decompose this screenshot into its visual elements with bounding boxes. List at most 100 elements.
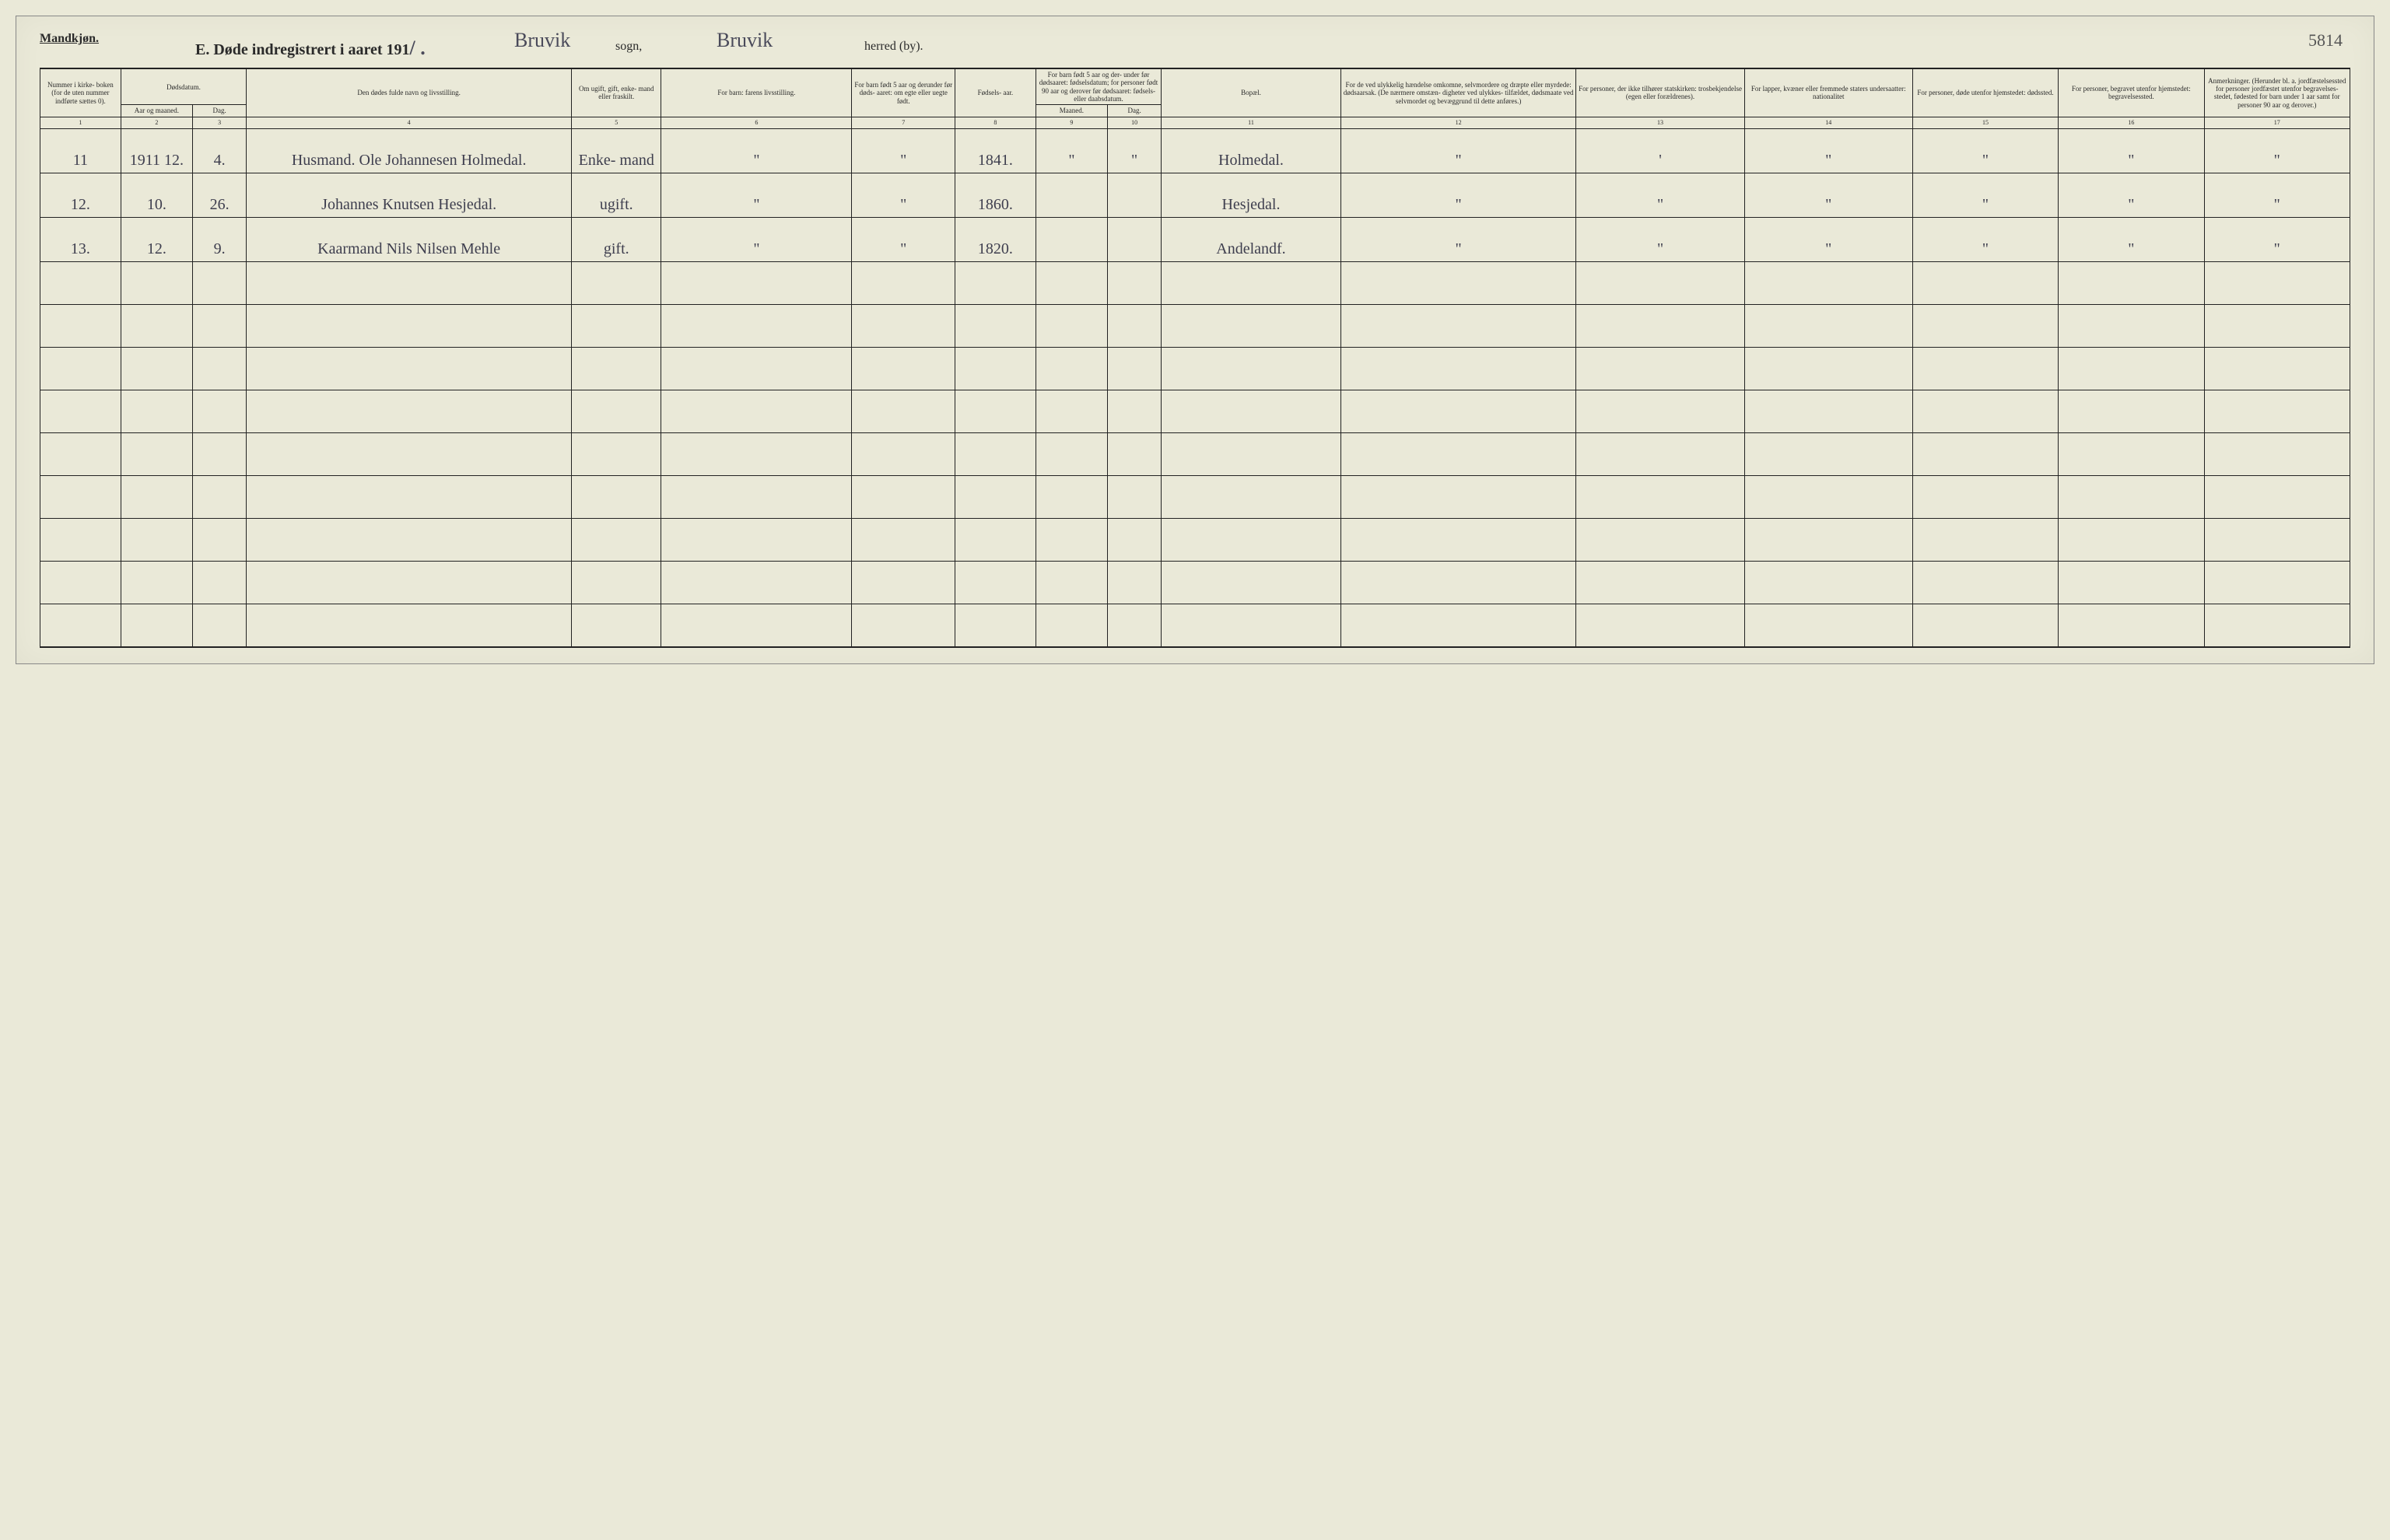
cell (852, 304, 955, 347)
cell: " (1744, 217, 1912, 261)
cell (1108, 432, 1162, 475)
cell (1576, 304, 1744, 347)
cell (1162, 561, 1341, 604)
cell (955, 475, 1036, 518)
cell: " (852, 128, 955, 173)
cell (1912, 304, 2058, 347)
cell (661, 347, 852, 390)
cell (121, 475, 192, 518)
table-row (40, 304, 2350, 347)
table-row (40, 390, 2350, 432)
cell (2059, 518, 2204, 561)
cell: 1841. (955, 128, 1036, 173)
cell (955, 561, 1036, 604)
cell (1912, 432, 2058, 475)
cell: " (661, 217, 852, 261)
cell (1340, 347, 1576, 390)
cell (661, 475, 852, 518)
cell (2204, 604, 2350, 647)
cell (121, 347, 192, 390)
cell (1340, 432, 1576, 475)
cell (1036, 518, 1107, 561)
cell (1108, 217, 1162, 261)
cell (40, 347, 121, 390)
cell (1108, 475, 1162, 518)
cell (572, 261, 661, 304)
hdr-col2b: Dag. (193, 105, 247, 117)
cell (121, 518, 192, 561)
hdr-col4: Den dødes fulde navn og livsstilling. (247, 68, 572, 117)
cell: " (852, 217, 955, 261)
cell (247, 518, 572, 561)
column-number: 11 (1162, 117, 1341, 128)
column-number: 7 (852, 117, 955, 128)
cell: 13. (40, 217, 121, 261)
cell (1744, 261, 1912, 304)
cell (2204, 390, 2350, 432)
cell (40, 261, 121, 304)
cell (1036, 390, 1107, 432)
cell: " (1036, 128, 1107, 173)
cell (1162, 390, 1341, 432)
cell (2059, 561, 2204, 604)
cell (1912, 390, 2058, 432)
cell: Johannes Knutsen Hesjedal. (247, 173, 572, 217)
cell (1036, 432, 1107, 475)
cell (1036, 304, 1107, 347)
cell (852, 475, 955, 518)
cell (2059, 304, 2204, 347)
cell: " (2204, 173, 2350, 217)
cell (955, 432, 1036, 475)
hdr-col2a: Aar og maaned. (121, 105, 192, 117)
cell (572, 390, 661, 432)
cell (247, 304, 572, 347)
hdr-col9-top: For barn født 5 aar og der- under før dø… (1036, 68, 1161, 105)
hdr-col12: For de ved ulykkelig hændelse omkomne, s… (1340, 68, 1576, 117)
cell (2059, 604, 2204, 647)
cell (572, 432, 661, 475)
cell (247, 432, 572, 475)
hdr-col8: Fødsels- aar. (955, 68, 1036, 117)
cell (572, 475, 661, 518)
cell: 1911 12. (121, 128, 192, 173)
cell (955, 604, 1036, 647)
cell: ' (1576, 128, 1744, 173)
cell (1108, 261, 1162, 304)
hdr-col17: Anmerkninger. (Herunder bl. a. jordfæste… (2204, 68, 2350, 117)
cell: " (2204, 217, 2350, 261)
table-row (40, 347, 2350, 390)
column-number-row: 1234567891011121314151617 (40, 117, 2350, 128)
cell (193, 604, 247, 647)
hdr-col14: For lapper, kvæner eller fremmede stater… (1744, 68, 1912, 117)
cell (193, 261, 247, 304)
column-number: 1 (40, 117, 121, 128)
page-header: Mandkjøn. E. Døde indregistrert i aaret … (40, 32, 2350, 63)
cell (1744, 304, 1912, 347)
cell (247, 261, 572, 304)
table-row (40, 604, 2350, 647)
cell (2059, 432, 2204, 475)
cell (572, 304, 661, 347)
cell (1744, 518, 1912, 561)
cell (121, 390, 192, 432)
cell (40, 604, 121, 647)
hdr-col15: For personer, døde utenfor hjemstedet: d… (1912, 68, 2058, 117)
cell: Husmand. Ole Johannesen Holmedal. (247, 128, 572, 173)
column-number: 17 (2204, 117, 2350, 128)
cell (193, 475, 247, 518)
cell (247, 475, 572, 518)
cell (661, 518, 852, 561)
cell (1340, 518, 1576, 561)
cell (121, 604, 192, 647)
table-row (40, 261, 2350, 304)
cell (955, 518, 1036, 561)
cell (121, 261, 192, 304)
cell (1108, 604, 1162, 647)
cell (193, 561, 247, 604)
cell: " (2059, 173, 2204, 217)
cell (661, 261, 852, 304)
cell (661, 432, 852, 475)
cell: " (2204, 128, 2350, 173)
cell (2204, 347, 2350, 390)
cell (2204, 561, 2350, 604)
